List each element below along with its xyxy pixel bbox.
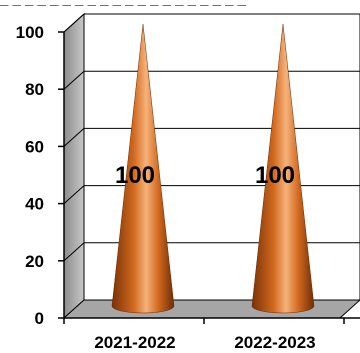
grid-line-side (63, 242, 85, 262)
cones: 100 100 (111, 23, 315, 314)
data-label: 100 (255, 162, 295, 189)
cone-bar (251, 23, 315, 314)
y-tick-label: 0 (35, 309, 44, 328)
data-label: 100 (115, 162, 155, 189)
grid-line-side (63, 70, 85, 90)
y-tick-label: 40 (25, 195, 44, 214)
grid-line-side (63, 128, 85, 147)
side-wall (63, 12, 85, 320)
x-axis-ticks: 2021-2022 2022-2023 (63, 318, 345, 352)
y-tick-label: 100 (16, 23, 44, 42)
grid-line-side (63, 13, 85, 33)
title-fragment: _ _ _ _ _ _ _ _ _ _ _ _ _ _ _ _ _ _ _ _ (0, 0, 247, 8)
y-axis-ticks: 0 20 40 60 80 100 (16, 23, 64, 328)
y-tick-label: 60 (25, 137, 44, 156)
svg-text:_ _ _ _ _ _ _ _ _ _ _ _ _ _ _: _ _ _ _ _ _ _ _ _ _ _ _ _ _ _ _ _ _ _ _ (0, 0, 247, 8)
y-tick-label: 80 (25, 80, 44, 99)
cone-bar (111, 23, 175, 314)
grid-line-side (63, 185, 85, 204)
y-tick-label: 20 (25, 252, 44, 271)
x-category-label: 2021-2022 (94, 333, 175, 352)
floor (62, 299, 360, 319)
grid-lines (63, 13, 360, 262)
x-category-label: 2022-2023 (234, 333, 315, 352)
